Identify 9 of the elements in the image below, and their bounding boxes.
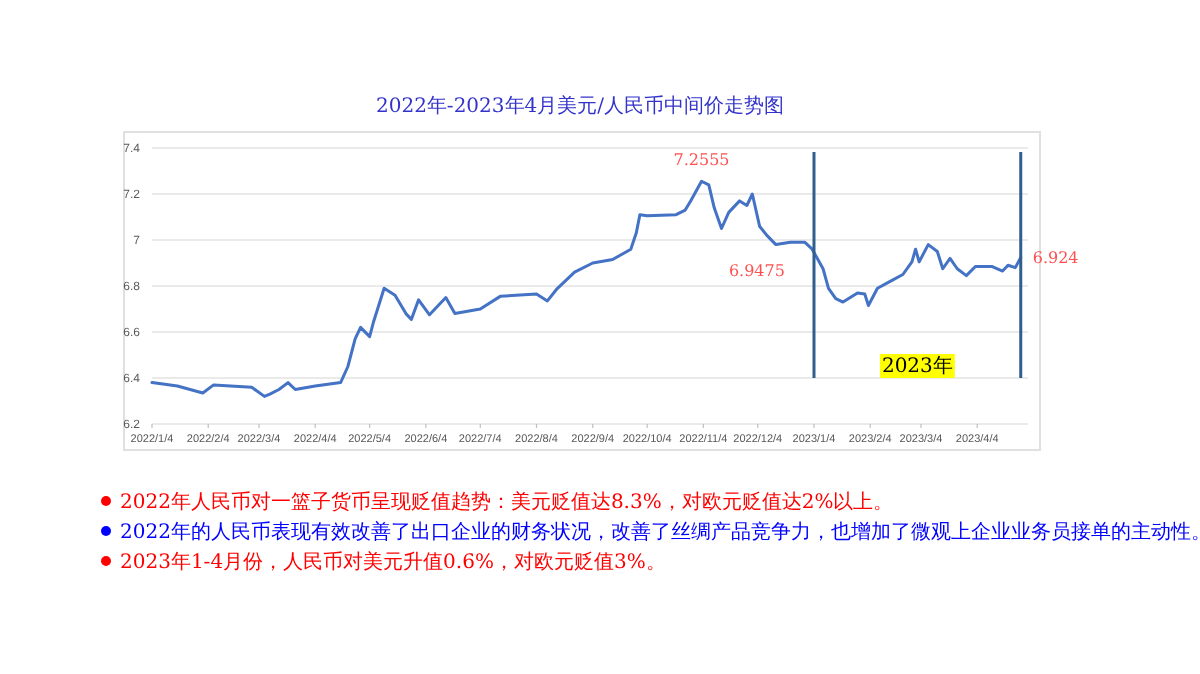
annotation: 6.924	[1032, 249, 1079, 268]
annotation: 2023年	[881, 354, 953, 378]
annotation: 7.2555	[673, 151, 730, 170]
text: 2022年的人民币表现有效改善了出口企业的财务状况，改善了丝绸产品竞争力，也增加了微观上企业业务员接单的主动性。	[120, 520, 1200, 544]
annotation: 6.9475	[728, 262, 785, 281]
text: 2023年1-4月份，人民币对美元升值0.6%，对欧元贬值3%。	[120, 550, 666, 574]
chart-title: 2022年-2023年4月美元/人民币中间价走势图	[375, 94, 785, 118]
text: 2022年人民币对一篮子货币呈现贬值趋势：美元贬值达8.3%，对欧元贬值达2%以上。	[120, 490, 894, 514]
line-series	[150, 179, 1023, 398]
